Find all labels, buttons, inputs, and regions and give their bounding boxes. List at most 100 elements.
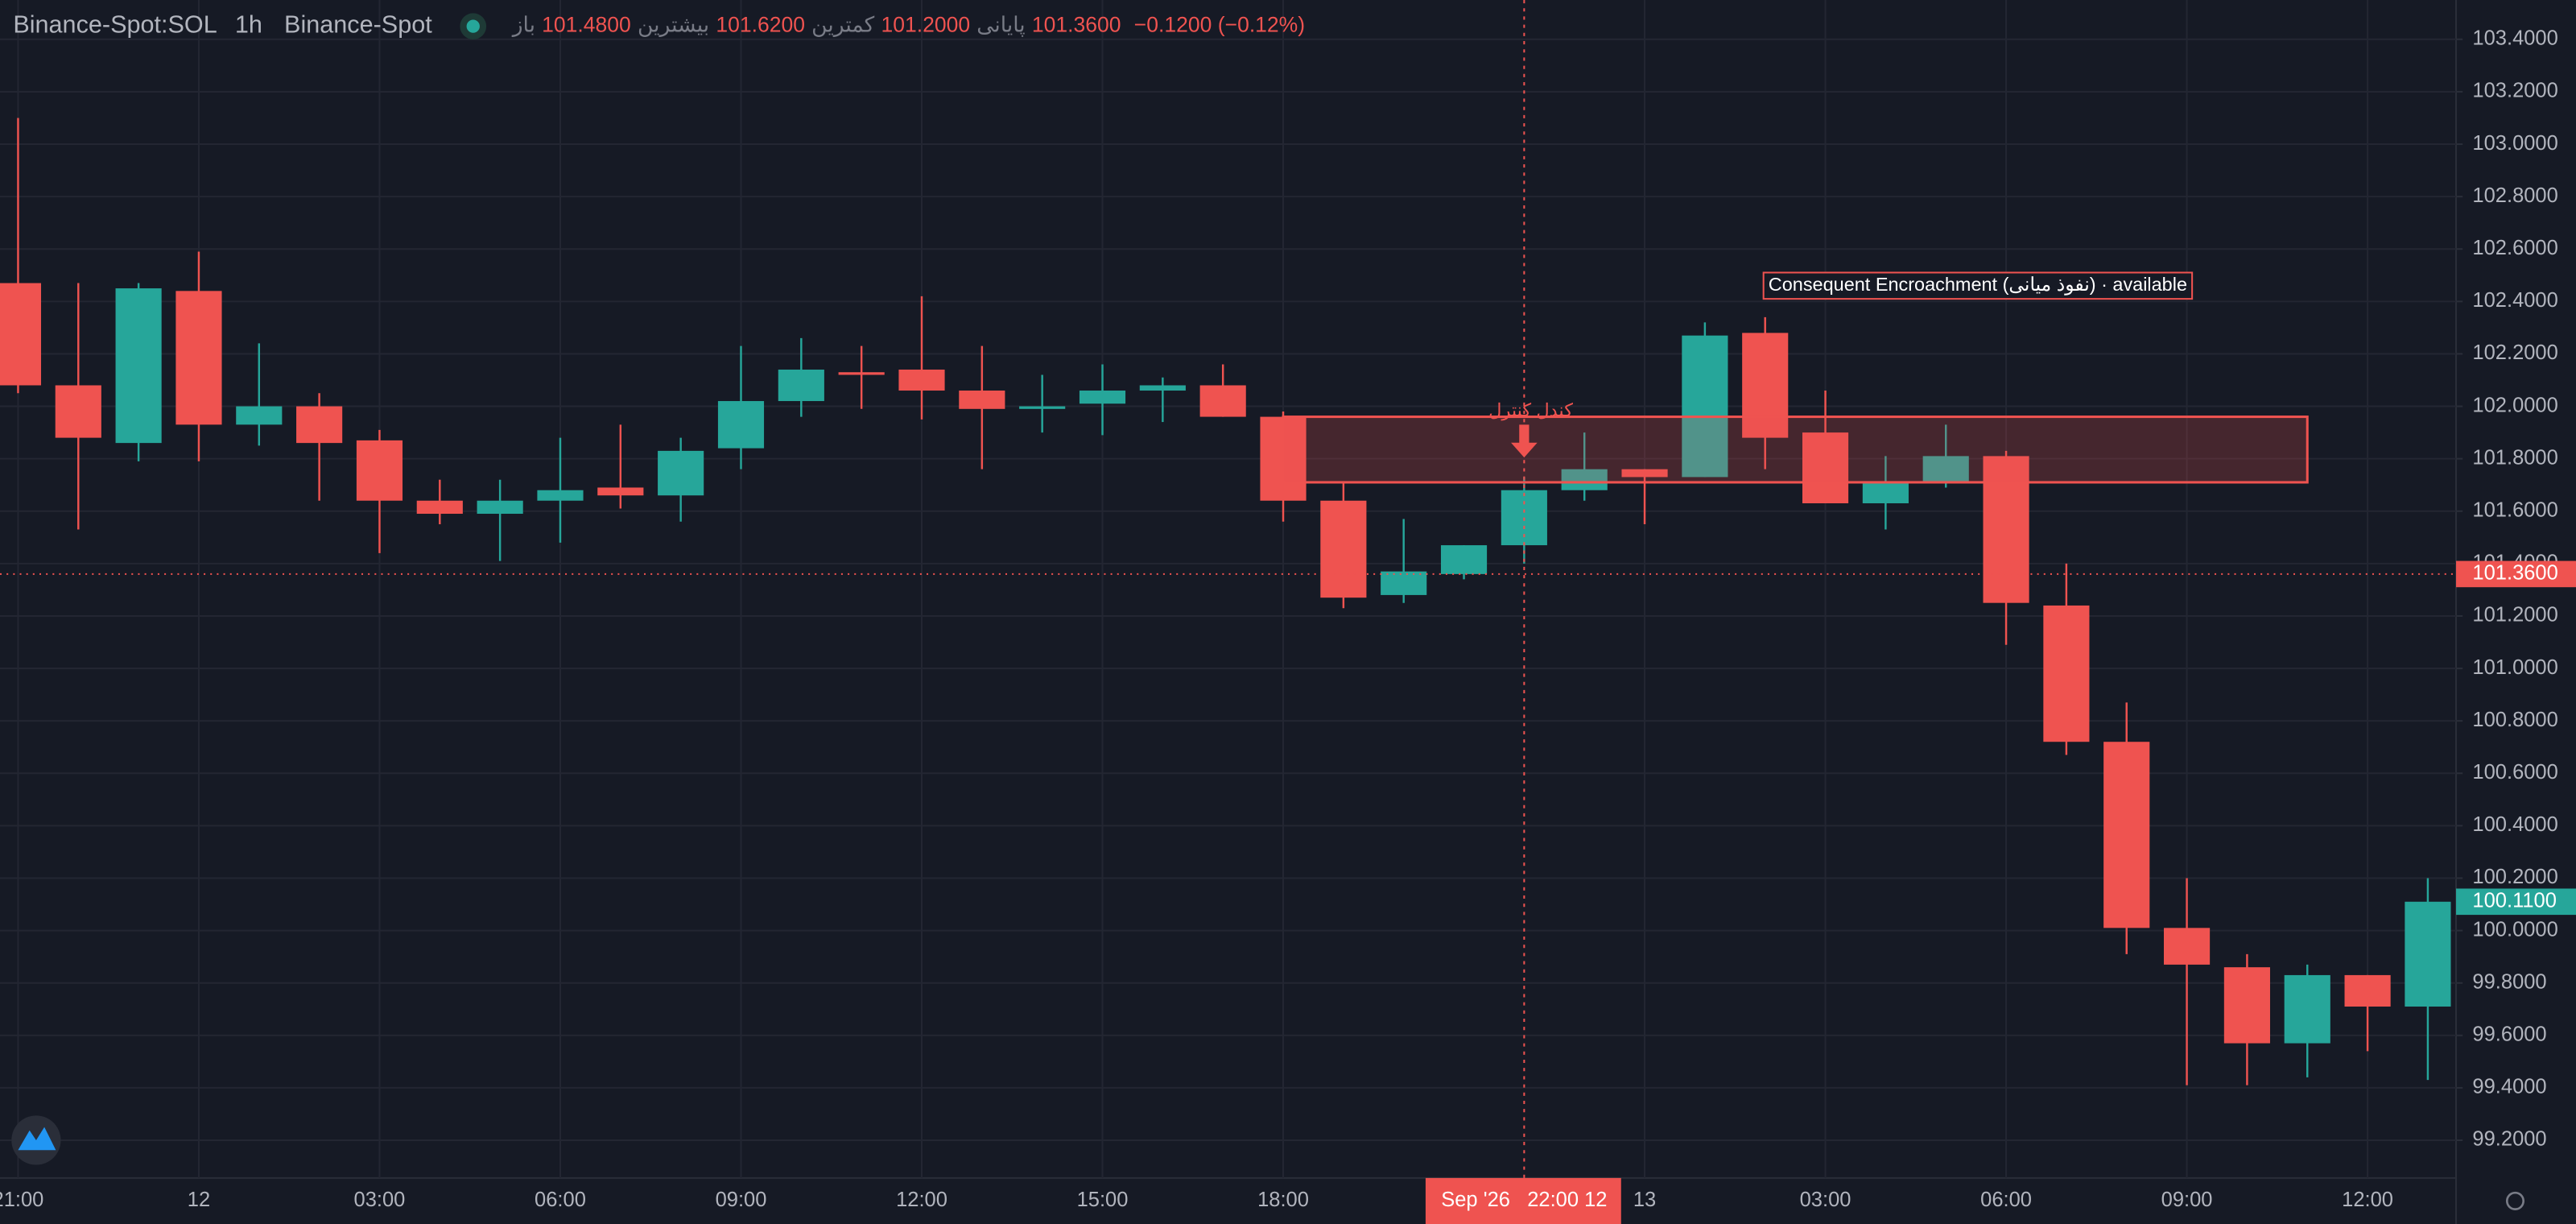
price-label: 101.3600 <box>2472 562 2557 585</box>
y-tick-label: 101.0000 <box>2472 656 2557 679</box>
price-label: 100.1100 <box>2472 890 2556 912</box>
x-tick-label: 06:00 <box>535 1189 586 1211</box>
price-label-box <box>2456 560 2576 588</box>
y-tick-label: 103.0000 <box>2472 132 2557 155</box>
candle-body <box>1381 571 1427 595</box>
candle-body <box>1019 406 1066 409</box>
candle-body <box>959 391 1005 409</box>
ohlc-value: 101.4800 <box>542 13 631 37</box>
candle-body <box>55 385 101 438</box>
y-tick-label: 99.8000 <box>2472 970 2546 993</box>
ohlc-label: بیشترین <box>638 13 709 38</box>
candle-body <box>1802 432 1849 503</box>
candle-body <box>416 500 463 515</box>
y-tick-label: 103.2000 <box>2472 80 2557 102</box>
ohlc-label: باز <box>511 13 535 38</box>
x-tick-label: 12:00 <box>896 1189 947 1211</box>
candle-body <box>898 369 945 391</box>
gear[interactable] <box>2505 1191 2525 1210</box>
crosshair-label-box <box>1425 1177 1621 1224</box>
y-tick-label: 101.2000 <box>2472 604 2557 626</box>
ohlc-label: پایانی <box>976 13 1025 38</box>
candle-body <box>838 372 885 375</box>
y-tick-label: 102.4000 <box>2472 289 2557 312</box>
y-tick-label: 102.6000 <box>2472 237 2557 259</box>
ohlc-value: 101.6200 <box>716 13 805 37</box>
candle-body <box>115 288 162 444</box>
price-label-box <box>2456 888 2576 916</box>
ohlc-value: 101.2000 <box>881 13 970 37</box>
x-tick-label: 21:00 <box>0 1189 43 1211</box>
y-tick-label: 100.4000 <box>2472 813 2557 836</box>
candle-body <box>1320 500 1367 598</box>
y-tick-label: 100.6000 <box>2472 761 2557 784</box>
x-tick-label: 06:00 <box>1980 1189 2032 1211</box>
x-tick-label: 12:00 <box>2342 1189 2393 1211</box>
exchange: Binance-Spot <box>284 11 432 39</box>
candle-body <box>1922 456 1969 482</box>
y-tick-label: 103.4000 <box>2472 27 2557 50</box>
header: Binance-Spot:SOL 1h Binance-Spot <box>13 11 487 39</box>
interval[interactable]: 1h <box>235 11 262 39</box>
candle-body <box>236 406 283 425</box>
candle-body <box>1862 482 1909 503</box>
status-dot <box>466 19 480 33</box>
zone <box>1282 416 2309 484</box>
zone-label-box <box>1762 271 2194 300</box>
candle-body <box>1742 333 1789 438</box>
arrow-label: کندل کنترل <box>1488 400 1573 421</box>
candle-body <box>296 406 343 444</box>
x-tick-label: 15:00 <box>1077 1189 1129 1211</box>
y-tick-label: 101.6000 <box>2472 498 2557 521</box>
y-tick-label: 102.2000 <box>2472 341 2557 364</box>
logo-icon[interactable] <box>18 1127 56 1151</box>
candle-body <box>175 291 222 425</box>
y-tick-label: 99.4000 <box>2472 1076 2546 1098</box>
candle-body <box>2284 974 2330 1044</box>
x-tick-label: 13 <box>1633 1189 1656 1211</box>
y-tick-label: 101.8000 <box>2472 446 2557 469</box>
candle-body <box>1139 385 1186 391</box>
candle-body <box>2344 974 2391 1007</box>
candle-body <box>717 401 765 449</box>
candle-body <box>1440 545 1488 574</box>
symbol[interactable]: Binance-Spot:SOL <box>13 11 217 39</box>
candle-body <box>1621 469 1668 478</box>
candle-body <box>2223 967 2270 1044</box>
y-tick-label: 102.8000 <box>2472 184 2557 207</box>
candle-body <box>1561 469 1608 490</box>
candle-body <box>2103 742 2150 928</box>
ohlc-value: 101.3600 <box>1032 13 1121 37</box>
logo[interactable] <box>11 1115 61 1165</box>
x-tick-label: 09:00 <box>2161 1189 2213 1211</box>
x-tick-label: 12 <box>188 1189 210 1211</box>
y-tick-label: 100.2000 <box>2472 866 2557 888</box>
candle-body <box>1079 391 1126 404</box>
x-tick-label: 03:00 <box>1800 1189 1852 1211</box>
x-tick-label: 03:00 <box>354 1189 406 1211</box>
candle-body <box>597 487 644 496</box>
zone-label: Consequent Encroachment (نفوذ میانی) · a… <box>1769 274 2187 296</box>
y-tick-label: 99.6000 <box>2472 1023 2546 1046</box>
x-tick-label: 18:00 <box>1257 1189 1309 1211</box>
change: −0.1200 (−0.12%) <box>1134 13 1305 37</box>
ohlc-header: باز 101.4800 بیشترین 101.6200 کمترین 101.2000… <box>511 13 1305 38</box>
candle-body <box>2043 605 2090 742</box>
candle-body <box>356 440 403 501</box>
candle-body <box>477 500 523 515</box>
y-tick-label: 100.8000 <box>2472 709 2557 731</box>
arrow <box>1511 424 1538 458</box>
candle-body <box>778 369 824 402</box>
settings-icon[interactable] <box>2505 1191 2525 1210</box>
x-tick-label: 09:00 <box>716 1189 767 1211</box>
crosshair-label: Sep '26 22:00 12 <box>1441 1189 1607 1211</box>
y-tick-label: 99.2000 <box>2472 1128 2546 1151</box>
candle-body <box>537 490 584 501</box>
candle-body <box>1682 335 1728 478</box>
ohlc-label: کمترین <box>811 13 875 38</box>
